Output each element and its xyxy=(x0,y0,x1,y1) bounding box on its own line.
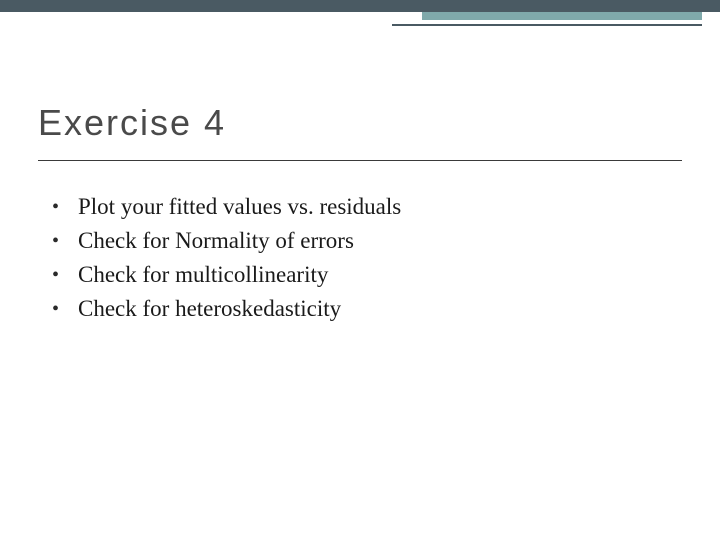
bullet-icon: • xyxy=(52,294,78,324)
bullet-text: Check for multicollinearity xyxy=(78,260,328,290)
bullet-text: Check for Normality of errors xyxy=(78,226,354,256)
list-item: • Check for Normality of errors xyxy=(52,226,652,256)
bullet-icon: • xyxy=(52,260,78,290)
top-thin-rule xyxy=(392,24,702,26)
top-dark-bar xyxy=(0,0,720,12)
title-underline xyxy=(38,160,682,161)
slide: Exercise 4 • Plot your fitted values vs.… xyxy=(0,0,720,540)
list-item: • Plot your fitted values vs. residuals xyxy=(52,192,652,222)
bullet-text: Plot your fitted values vs. residuals xyxy=(78,192,401,222)
bullet-icon: • xyxy=(52,226,78,256)
bullet-text: Check for heteroskedasticity xyxy=(78,294,341,324)
bullet-icon: • xyxy=(52,192,78,222)
top-teal-bar xyxy=(422,12,702,20)
list-item: • Check for heteroskedasticity xyxy=(52,294,652,324)
slide-top-border xyxy=(0,0,720,20)
slide-title: Exercise 4 xyxy=(38,102,226,144)
bullet-list: • Plot your fitted values vs. residuals … xyxy=(52,192,652,328)
list-item: • Check for multicollinearity xyxy=(52,260,652,290)
